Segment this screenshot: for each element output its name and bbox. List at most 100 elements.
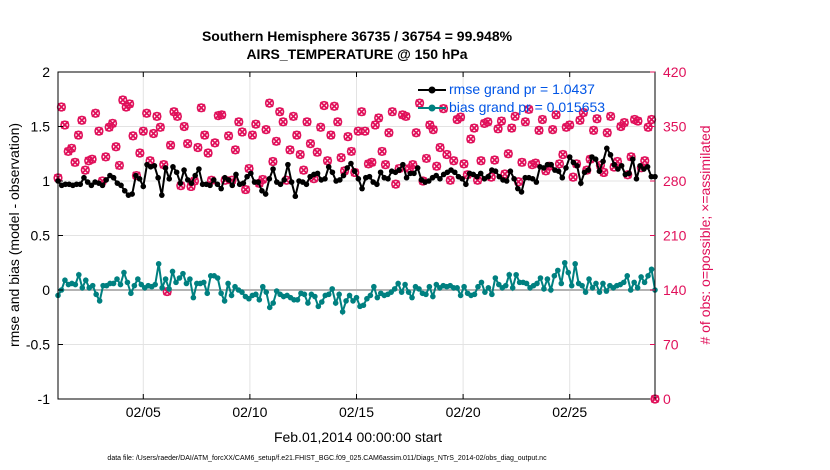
- obs-assimilated-marker: [422, 154, 431, 163]
- obs-possible-marker: [455, 112, 466, 122]
- obs-assimilated-marker: [231, 145, 240, 154]
- rmse-point: [570, 159, 577, 166]
- obs-possible-marker: [360, 126, 370, 136]
- obs-possible-marker: [551, 110, 561, 120]
- obs-assimilated-marker: [555, 159, 564, 169]
- obs-possible-marker: [374, 113, 384, 123]
- rmse-point: [485, 173, 491, 180]
- bias-point: [263, 289, 270, 295]
- obs-possible-marker: [503, 149, 513, 159]
- obs-assimilated-marker: [490, 155, 499, 165]
- obs-possible-marker: [578, 107, 588, 118]
- bias-point: [93, 291, 99, 298]
- rmse-point: [518, 189, 525, 195]
- rmse-point: [633, 176, 640, 182]
- obs-assimilated-marker: [210, 138, 220, 147]
- rmse-point: [118, 182, 124, 189]
- legend-rmse-label: rmse grand pr = 1.0437: [449, 81, 595, 97]
- rmse-point: [574, 162, 580, 169]
- obs-assimilated-marker: [142, 109, 151, 118]
- obs-possible-marker: [67, 143, 77, 153]
- obs-possible-marker: [200, 130, 210, 140]
- obs-possible-marker: [312, 147, 322, 157]
- bias-point: [121, 269, 127, 276]
- obs-assimilated-marker: [128, 131, 138, 140]
- bias-point: [135, 276, 141, 282]
- bias-point: [475, 283, 481, 290]
- bias-point: [301, 291, 308, 298]
- obs-assimilated-marker: [193, 143, 203, 152]
- bias-point: [124, 279, 131, 286]
- obs-possible-marker: [94, 126, 104, 136]
- obs-possible-marker: [466, 134, 476, 144]
- obs-possible-marker: [606, 111, 616, 121]
- obs-assimilated-marker: [289, 112, 298, 121]
- obs-possible-marker: [496, 116, 507, 126]
- obs-assimilated-marker: [135, 148, 145, 158]
- rmse-point: [84, 179, 91, 185]
- rmse-point: [585, 167, 592, 173]
- obs-possible-marker: [302, 117, 312, 127]
- obs-possible-marker: [490, 155, 500, 165]
- obs-assimilated-marker: [302, 117, 312, 126]
- right-y-tick-label: 210: [663, 228, 687, 244]
- rmse-point: [503, 178, 510, 184]
- bias-point: [82, 277, 89, 283]
- obs-assimilated-marker: [265, 99, 274, 108]
- obs-possible-marker: [346, 146, 356, 157]
- rmse-point: [414, 165, 421, 171]
- bias-point: [332, 300, 339, 306]
- obs-assimilated-marker: [337, 153, 346, 162]
- obs-possible-marker: [343, 132, 353, 142]
- obs-assimilated-marker: [313, 148, 322, 157]
- obs-possible-marker: [138, 126, 148, 136]
- obs-assimilated-marker: [94, 127, 104, 136]
- rmse-point: [496, 173, 503, 180]
- obs-possible-marker: [278, 117, 288, 127]
- obs-assimilated-marker: [493, 124, 503, 133]
- bias-point: [259, 283, 266, 290]
- obs-possible-marker: [507, 123, 517, 133]
- rmse-point: [340, 172, 347, 179]
- rmse-point: [110, 174, 117, 181]
- bias-point: [565, 269, 572, 276]
- bias-point: [489, 291, 495, 298]
- rmse-point: [88, 182, 95, 189]
- bias-point: [634, 285, 641, 291]
- obs-assimilated-marker: [357, 107, 366, 116]
- left-y-tick-label: -0.5: [26, 337, 50, 353]
- bias-point: [586, 276, 592, 282]
- obs-assimilated-marker: [268, 157, 278, 166]
- rmse-point: [244, 173, 250, 180]
- rmse-point: [607, 152, 614, 158]
- obs-possible-marker: [449, 156, 459, 166]
- bias-point: [325, 291, 332, 298]
- obs-assimilated-marker: [435, 143, 445, 152]
- obs-possible-marker: [588, 125, 599, 135]
- obs-possible-marker: [510, 111, 520, 121]
- obs-assimilated-marker: [67, 144, 76, 153]
- obs-possible-marker: [193, 142, 203, 153]
- obs-possible-marker: [237, 127, 247, 137]
- obs-assimilated-marker: [470, 123, 479, 133]
- obs-possible-marker: [367, 157, 377, 167]
- rmse-point: [225, 177, 232, 183]
- rmse-point: [533, 179, 540, 185]
- obs-possible-marker: [401, 111, 411, 121]
- rmse-point: [377, 169, 384, 176]
- obs-assimilated-marker: [292, 130, 301, 140]
- bias-point: [631, 279, 637, 286]
- obs-possible-marker: [210, 138, 220, 148]
- rmse-point: [303, 181, 310, 188]
- obs-possible-marker: [537, 114, 548, 125]
- obs-possible-marker: [288, 111, 298, 121]
- obs-assimilated-marker: [592, 114, 602, 123]
- bias-point: [645, 273, 651, 279]
- x-tick-label: 02/15: [339, 404, 374, 420]
- bias-point: [343, 298, 349, 304]
- obs-assimilated-marker: [166, 141, 175, 150]
- obs-possible-marker: [230, 145, 240, 155]
- bias-point: [534, 280, 540, 287]
- rmse-point: [214, 181, 221, 188]
